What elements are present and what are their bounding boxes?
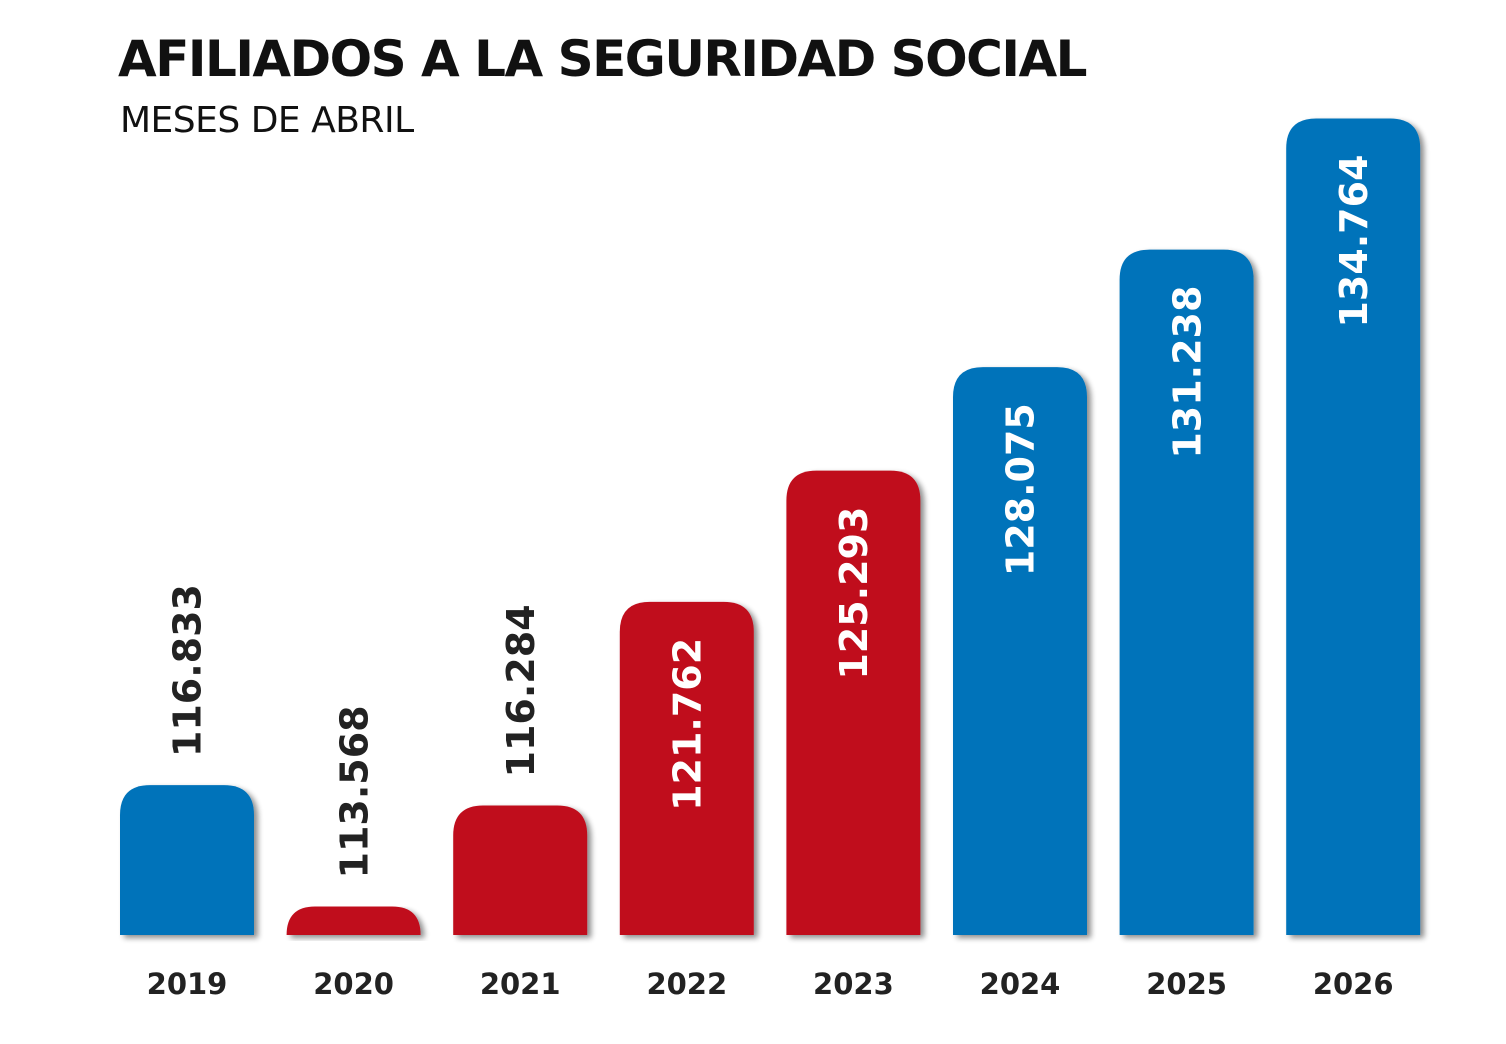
x-axis-tick-labels: 2019 2020 2021 2022 2023 2024 2025 2026: [147, 967, 1394, 1001]
x-tick-label-2021: 2021: [480, 967, 561, 1001]
bar-2023: [786, 470, 921, 935]
bar-2026: [1286, 118, 1421, 935]
value-label-2025: 131.238: [1165, 286, 1209, 459]
x-tick-label-2023: 2023: [813, 967, 894, 1001]
bar-2024: [953, 367, 1087, 936]
x-tick-label-2024: 2024: [980, 967, 1061, 1001]
chart-title: AFILIADOS A LA SEGURIDAD SOCIAL: [118, 30, 1088, 88]
bar-2025: [1119, 249, 1254, 935]
x-tick-label-2022: 2022: [646, 967, 727, 1001]
bars-group: [120, 118, 1421, 936]
value-label-2023: 125.293: [832, 507, 876, 680]
x-tick-label-2025: 2025: [1146, 967, 1227, 1001]
chart-subtitle: MESES DE ABRIL: [120, 100, 414, 141]
x-tick-label-2026: 2026: [1313, 967, 1394, 1001]
value-label-2021: 116.284: [499, 604, 543, 777]
value-label-2019: 116.833: [166, 584, 210, 757]
x-tick-label-2020: 2020: [313, 967, 394, 1001]
value-label-2026: 134.764: [1332, 155, 1376, 328]
bar-2021: [453, 805, 588, 935]
x-tick-label-2019: 2019: [147, 967, 228, 1001]
bar-2020: [286, 906, 421, 935]
bar-2019: [120, 785, 254, 935]
bar-2022: [619, 601, 754, 935]
value-label-2020: 113.568: [332, 705, 376, 878]
value-labels-group: 116.833 113.568 116.284 121.762 125.293 128.0…: [166, 155, 1376, 879]
value-label-2024: 128.075: [999, 403, 1043, 576]
value-label-2022: 121.762: [665, 638, 709, 811]
